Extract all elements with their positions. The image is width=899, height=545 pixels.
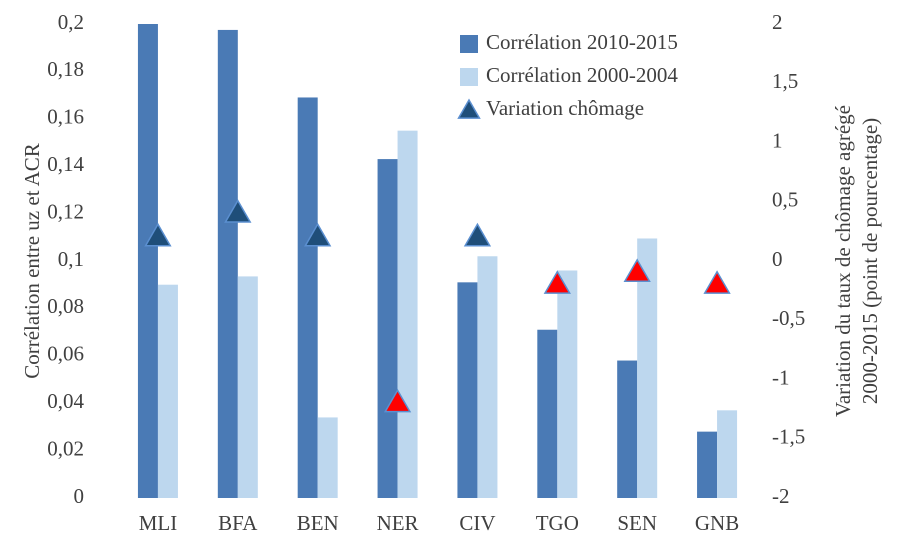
y-tick-label: 0 bbox=[74, 484, 85, 508]
bar bbox=[617, 360, 638, 498]
y-tick-label: 0,2 bbox=[58, 10, 84, 34]
x-tick-label: SEN bbox=[617, 511, 657, 535]
y-tick-label: 0,08 bbox=[47, 294, 84, 318]
y-axis-label: Corrélation entre uz et ACR bbox=[20, 143, 44, 379]
y2-tick-label: 1 bbox=[772, 128, 783, 152]
legend-label: Corrélation 2010-2015 bbox=[486, 30, 678, 54]
y2-tick-label: -1 bbox=[772, 365, 790, 389]
bar bbox=[557, 270, 578, 498]
marker bbox=[304, 222, 332, 247]
bar bbox=[157, 284, 178, 498]
y2-tick-label: 0 bbox=[772, 247, 783, 271]
y2-tick-label: 1,5 bbox=[772, 69, 798, 93]
legend-marker bbox=[460, 35, 478, 53]
marker bbox=[144, 222, 172, 247]
legend-marker bbox=[457, 98, 481, 119]
marker bbox=[463, 222, 492, 247]
marker bbox=[543, 270, 571, 294]
bar bbox=[237, 276, 258, 498]
x-tick-label: TGO bbox=[536, 511, 579, 535]
y2-tick-label: -1,5 bbox=[772, 425, 805, 449]
marker bbox=[623, 258, 651, 283]
y2-tick-label: 0,5 bbox=[772, 188, 798, 212]
legend-marker bbox=[460, 68, 478, 86]
x-tick-label: BEN bbox=[297, 511, 339, 535]
bar bbox=[377, 159, 398, 498]
y-tick-label: 0,1 bbox=[58, 247, 84, 271]
y2-tick-label: -2 bbox=[772, 484, 790, 508]
marker bbox=[224, 199, 252, 223]
legend-label: Variation chômage bbox=[486, 96, 644, 120]
y2-tick-label: 2 bbox=[772, 10, 783, 34]
y-tick-label: 0,02 bbox=[47, 436, 84, 460]
y-tick-label: 0,16 bbox=[47, 105, 84, 129]
y2-tick-label: -0,5 bbox=[772, 306, 805, 330]
legend-label: Corrélation 2000-2004 bbox=[486, 63, 678, 87]
y-tick-label: 0,06 bbox=[47, 342, 84, 366]
bar bbox=[637, 238, 658, 499]
bar bbox=[717, 410, 738, 498]
bar bbox=[317, 417, 338, 498]
y-tick-label: 0,04 bbox=[47, 389, 84, 413]
y2-axis-label: Variation du taux de chômage agrégé bbox=[831, 105, 855, 417]
y-tick-label: 0,14 bbox=[47, 152, 84, 176]
bar bbox=[137, 24, 158, 498]
marker bbox=[383, 388, 412, 413]
bar bbox=[697, 431, 718, 498]
x-tick-label: BFA bbox=[218, 511, 258, 535]
x-tick-label: MLI bbox=[139, 511, 178, 535]
marker bbox=[703, 270, 731, 294]
bar bbox=[397, 130, 418, 498]
y-tick-label: 0,18 bbox=[47, 57, 84, 81]
bar bbox=[537, 329, 558, 498]
bar bbox=[297, 97, 318, 498]
x-tick-label: NER bbox=[377, 511, 419, 535]
y-tick-label: 0,12 bbox=[47, 199, 84, 223]
x-tick-label: GNB bbox=[695, 511, 739, 535]
bar bbox=[477, 256, 498, 498]
bar bbox=[457, 282, 478, 498]
y2-axis-label: 2000-2015 (point de pourcentage) bbox=[858, 118, 882, 404]
bar bbox=[217, 29, 238, 499]
x-tick-label: CIV bbox=[459, 511, 495, 535]
